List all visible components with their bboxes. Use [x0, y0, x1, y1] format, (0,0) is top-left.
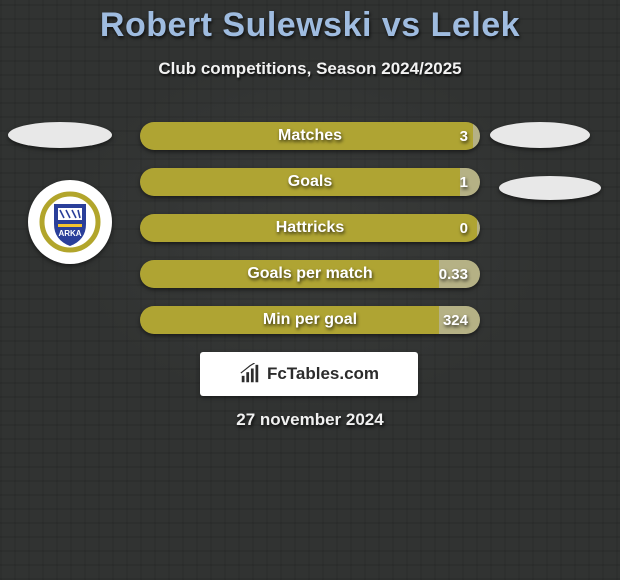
content-root: Robert Sulewski vs Lelek Club competitio…	[0, 0, 620, 580]
stat-bar: Goals per match0.33	[140, 260, 480, 288]
stat-bar-label: Goals	[140, 168, 480, 196]
stat-bar-value: 0	[460, 214, 468, 242]
stat-bar-label: Matches	[140, 122, 480, 150]
stat-bar-value: 324	[443, 306, 468, 334]
stat-bar: Hattricks0	[140, 214, 480, 242]
placeholder-ellipse	[490, 122, 590, 148]
page-subtitle: Club competitions, Season 2024/2025	[0, 59, 620, 79]
page-title: Robert Sulewski vs Lelek	[0, 0, 620, 45]
chart-icon	[239, 363, 261, 385]
date-label: 27 november 2024	[0, 410, 620, 430]
stat-bar-value: 3	[460, 122, 468, 150]
club-badge: ARKA	[28, 180, 112, 264]
club-badge-icon: ARKA	[38, 190, 102, 254]
placeholder-ellipse	[8, 122, 112, 148]
stat-bar: Min per goal324	[140, 306, 480, 334]
svg-text:ARKA: ARKA	[58, 229, 81, 238]
stat-bar-label: Min per goal	[140, 306, 480, 334]
stat-bar: Matches3	[140, 122, 480, 150]
stat-bars: Matches3Goals1Hattricks0Goals per match0…	[140, 122, 480, 352]
brand-text: FcTables.com	[267, 364, 379, 384]
brand-box: FcTables.com	[200, 352, 418, 396]
stat-bar-label: Goals per match	[140, 260, 480, 288]
stat-bar-value: 1	[460, 168, 468, 196]
stat-bar-value: 0.33	[439, 260, 468, 288]
stat-bar-label: Hattricks	[140, 214, 480, 242]
placeholder-ellipse	[499, 176, 601, 200]
stat-bar: Goals1	[140, 168, 480, 196]
